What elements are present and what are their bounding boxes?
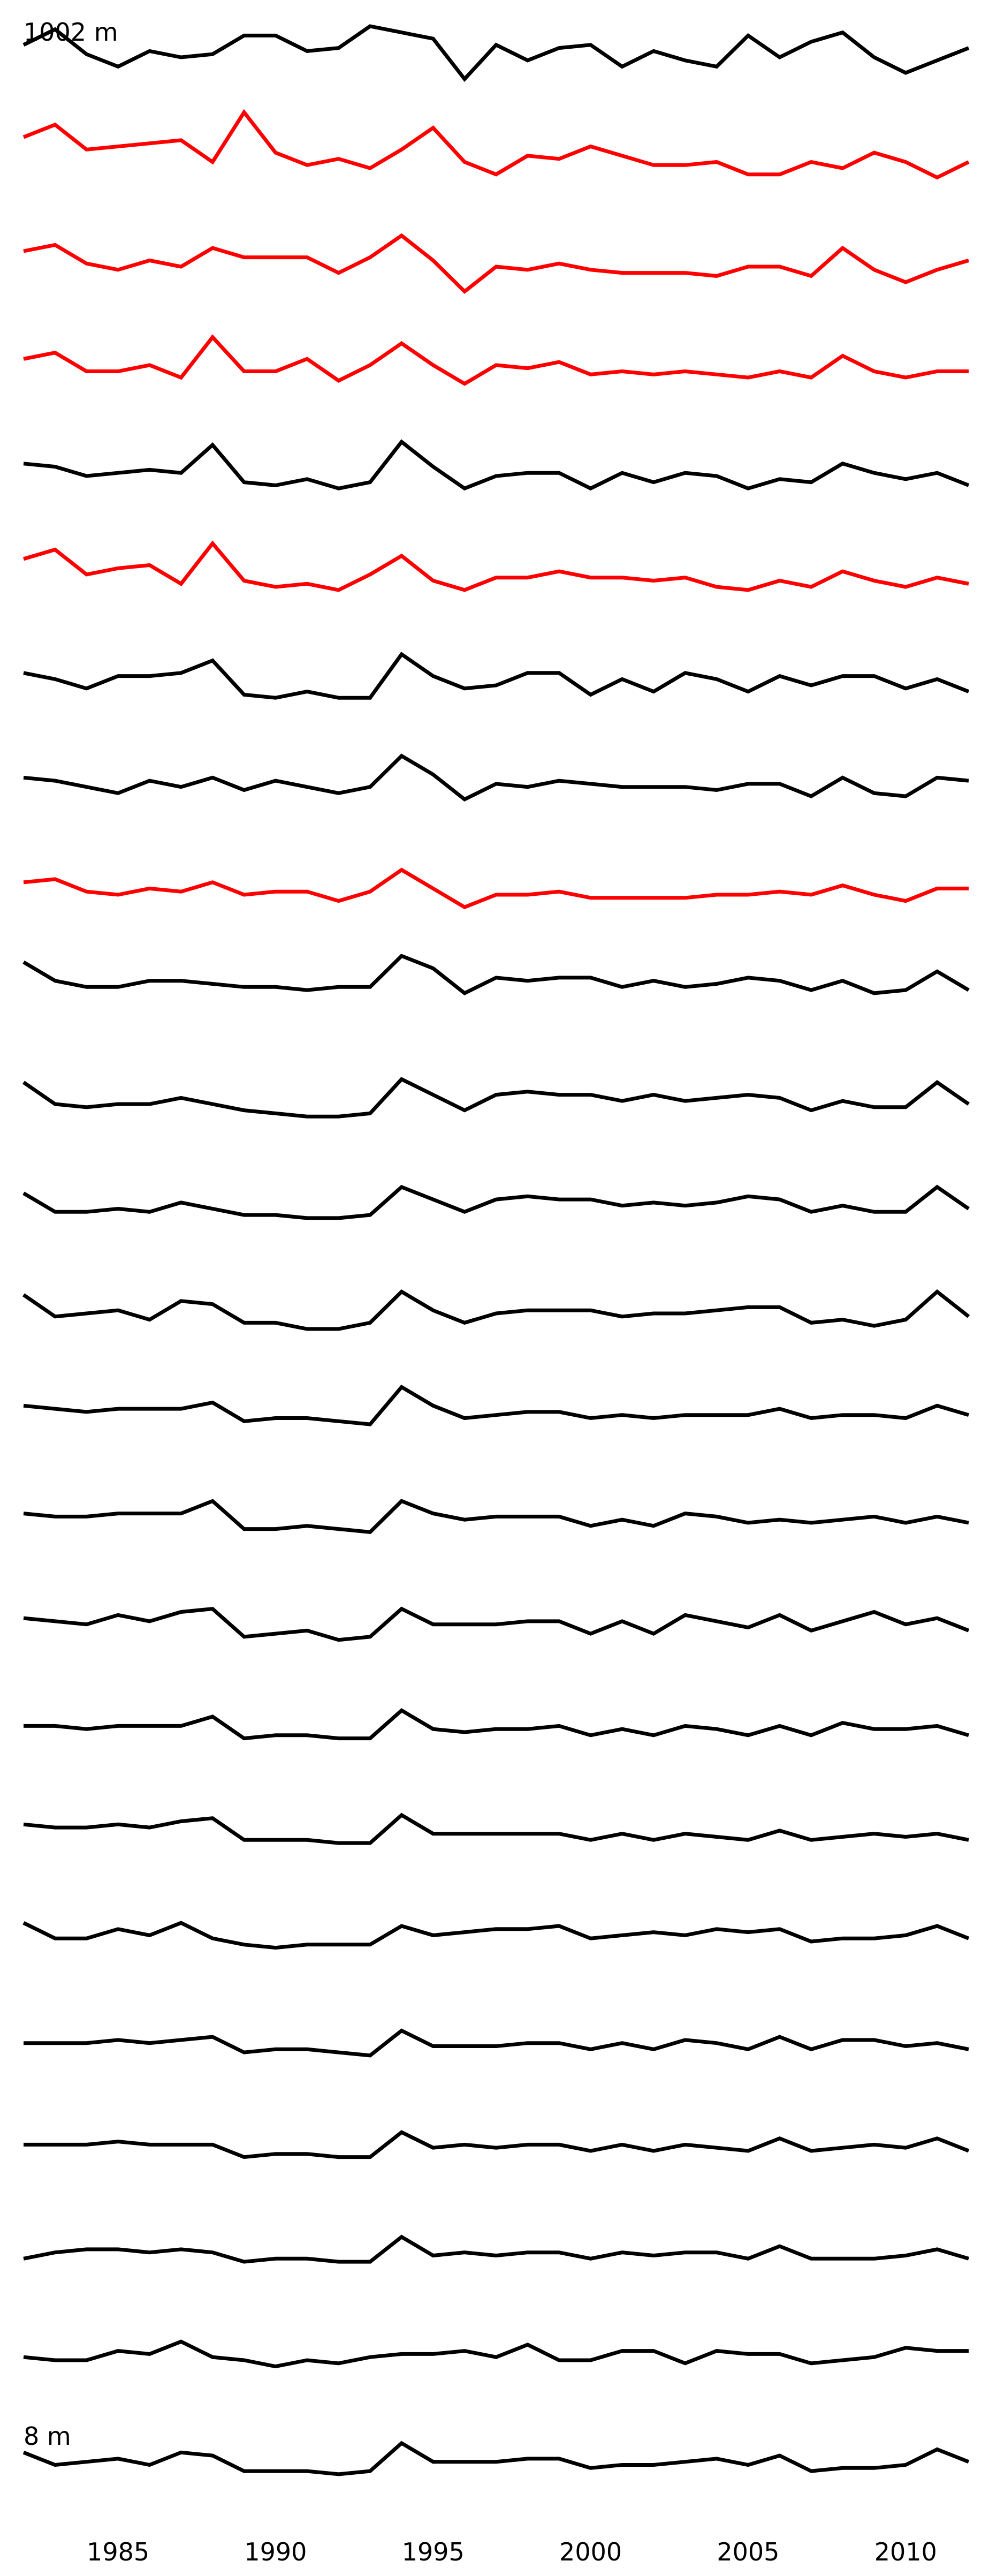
series-line-14	[23, 1384, 969, 1426]
series-line-24	[22, 2441, 970, 2476]
bottom-depth-label: 8 m	[24, 2422, 71, 2451]
series-line-22	[23, 2234, 969, 2264]
series-line-2	[22, 109, 970, 180]
series-line-20	[24, 2028, 969, 2058]
series-line-10	[22, 954, 970, 996]
x-tick-label-1985: 1985	[87, 2537, 149, 2566]
series-line-18	[23, 1812, 969, 1845]
series-line-19	[22, 1921, 970, 1950]
series-line-1	[22, 24, 970, 82]
series-group	[22, 24, 970, 2476]
series-line-4	[23, 334, 969, 386]
series-line-8	[23, 753, 969, 802]
series-line-15	[23, 1499, 969, 1535]
series-line-17	[24, 1708, 969, 1741]
series-line-7	[23, 652, 970, 700]
series-line-11	[22, 1077, 970, 1119]
top-depth-label: 1002 m	[24, 18, 118, 47]
x-tick-label-1990: 1990	[244, 2537, 307, 2566]
series-line-13	[22, 1289, 970, 1331]
x-tick-label-2010: 2010	[874, 2537, 937, 2566]
series-line-23	[23, 2339, 969, 2369]
x-axis-ticks: 1985 1990 1995 2000 2005 2010	[87, 2537, 937, 2566]
series-line-6	[23, 540, 969, 592]
series-line-3	[23, 233, 969, 294]
series-line-21	[24, 2130, 970, 2159]
x-tick-label-1995: 1995	[402, 2537, 465, 2566]
series-line-12	[22, 1184, 970, 1220]
x-tick-label-2000: 2000	[559, 2537, 622, 2566]
series-line-9	[23, 867, 969, 910]
series-line-5	[23, 439, 970, 491]
series-line-16	[23, 1606, 970, 1642]
x-tick-label-2005: 2005	[717, 2537, 779, 2566]
